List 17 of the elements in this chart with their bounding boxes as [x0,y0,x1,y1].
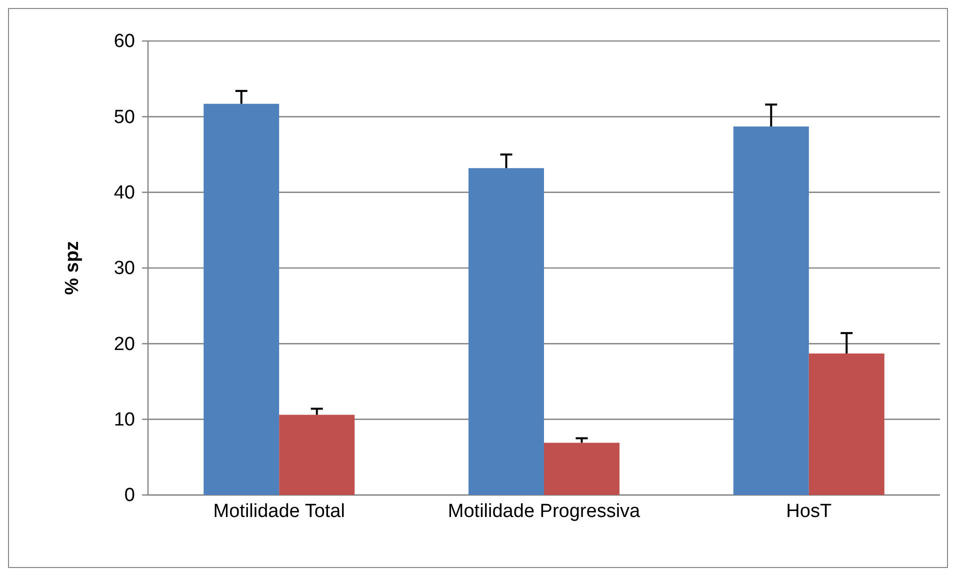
bar [808,354,884,495]
y-tick-label: 50 [114,106,135,128]
y-tick-label: 10 [114,409,135,430]
y-tick-label: 60 [114,31,135,52]
bar [204,104,280,495]
y-tick-label: 0 [124,485,135,506]
x-tick-label: Motilidade Progressiva [448,501,641,522]
bar [733,126,809,495]
bar [279,414,355,495]
y-tick-label: 40 [114,182,135,204]
x-tick-label: Motilidade Total [213,501,345,522]
x-tick-label: HosT [786,501,832,522]
y-tick-label: 20 [114,334,135,355]
bar [544,442,620,495]
bar [468,168,544,495]
y-axis-title: % spz [62,241,83,295]
y-tick-label: 30 [114,258,135,280]
